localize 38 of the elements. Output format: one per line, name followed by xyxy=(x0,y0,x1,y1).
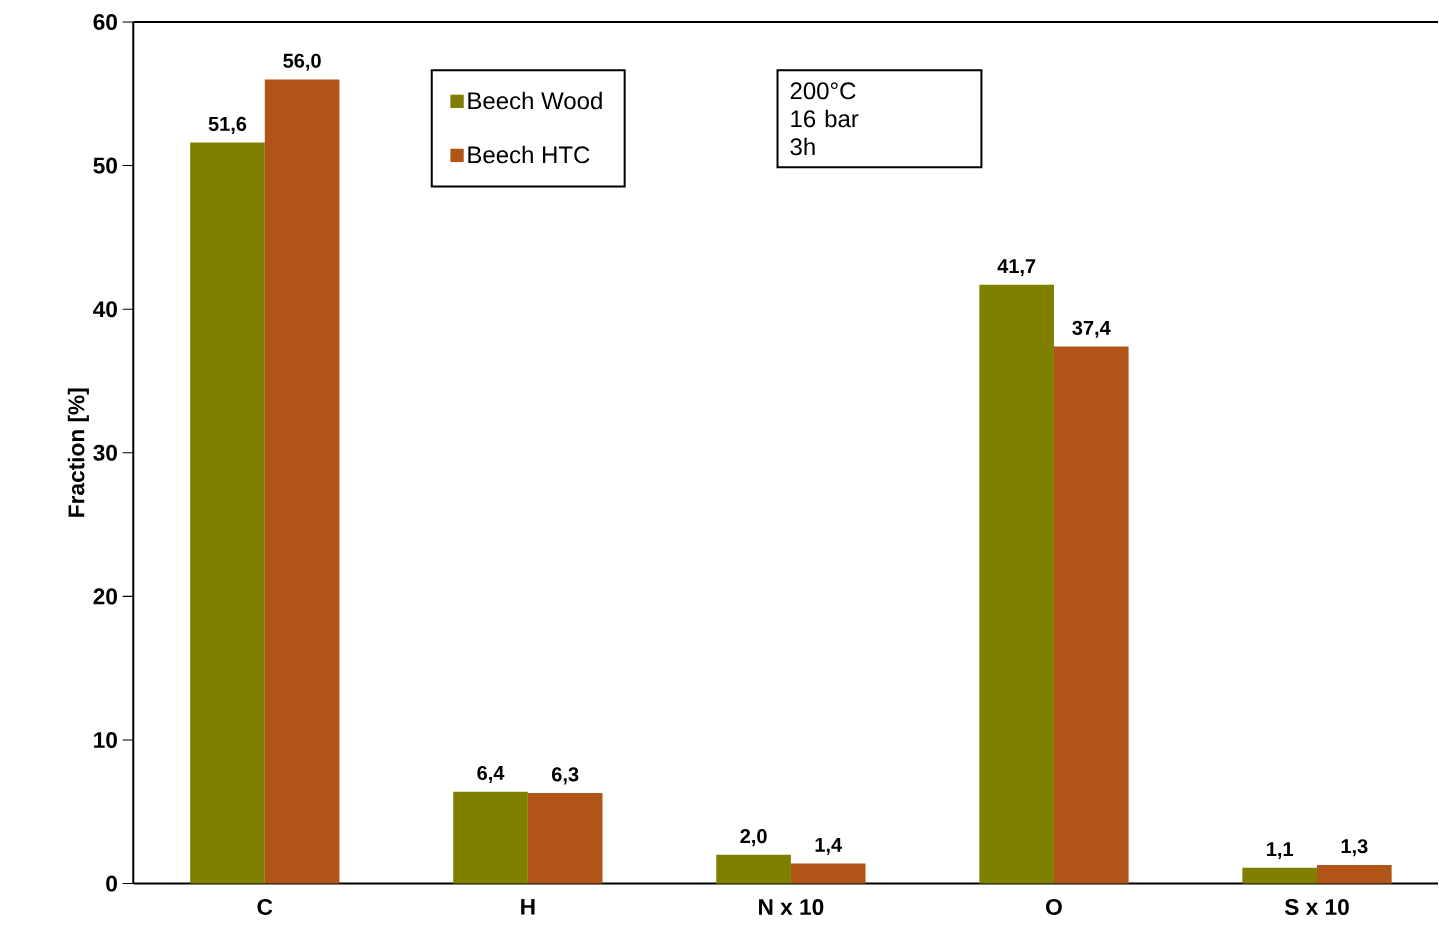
data-label: 2,0 xyxy=(740,829,767,847)
y-tick-label: 50 xyxy=(93,157,117,174)
bar xyxy=(1242,868,1318,884)
bar xyxy=(1317,865,1392,884)
bar xyxy=(979,284,1054,884)
data-label: 37,4 xyxy=(1072,320,1111,339)
legend-label: Beech HTC xyxy=(468,145,590,164)
data-label: 51,6 xyxy=(208,117,247,135)
y-tick-label: 60 xyxy=(93,14,117,31)
x-tick-label: O xyxy=(1046,899,1062,916)
annotation: 16 bar xyxy=(791,109,859,128)
bar xyxy=(716,855,791,884)
x-tick-label: C xyxy=(257,899,273,916)
x-tick-label: S x 10 xyxy=(1284,899,1349,916)
annotation: 3h xyxy=(790,137,815,156)
data-label: 1,4 xyxy=(815,838,843,855)
data-label: 41,7 xyxy=(997,259,1036,277)
bar xyxy=(527,793,603,884)
data-label: 6,3 xyxy=(552,767,579,785)
y-tick-label: 0 xyxy=(106,875,117,892)
y-tick-label: 40 xyxy=(93,301,117,318)
data-label: 6,4 xyxy=(477,766,505,784)
data-label: 56,0 xyxy=(283,53,321,71)
data-label: 1,1 xyxy=(1267,842,1294,860)
x-tick-label: N x 10 xyxy=(759,899,824,916)
bar xyxy=(190,142,265,884)
bar xyxy=(1053,346,1129,884)
bar xyxy=(790,863,866,884)
y-tick-label: 10 xyxy=(94,732,117,749)
annotation: 200°C xyxy=(790,82,856,100)
legend-label: Beech Wood xyxy=(468,91,602,110)
y-tick-label: 20 xyxy=(93,588,117,605)
y-axis-title: Fraction [%] xyxy=(67,388,89,517)
bar xyxy=(453,791,528,884)
y-tick-label: 30 xyxy=(93,444,117,462)
bar xyxy=(264,79,340,884)
data-label: 1,3 xyxy=(1341,839,1368,857)
x-tick-label: H xyxy=(521,899,535,915)
